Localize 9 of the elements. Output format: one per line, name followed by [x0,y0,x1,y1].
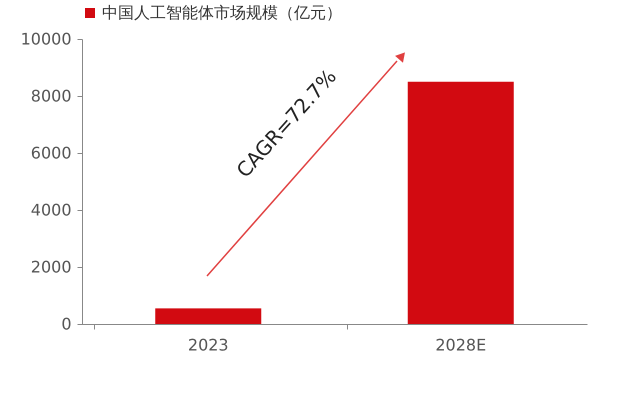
x-tick-label: 2028E [435,336,486,354]
x-tick-label: 2023 [188,336,229,354]
y-tick-label: 6000 [30,144,72,162]
y-tick-label: 8000 [30,86,72,106]
y-tick-label: 0 [61,314,72,334]
y-tick-label: 4000 [30,200,72,220]
legend-label: 中国人工智能体市场规模（亿元） [102,3,342,22]
y-tick-label: 10000 [20,30,72,48]
y-tick-label: 2000 [30,258,72,276]
